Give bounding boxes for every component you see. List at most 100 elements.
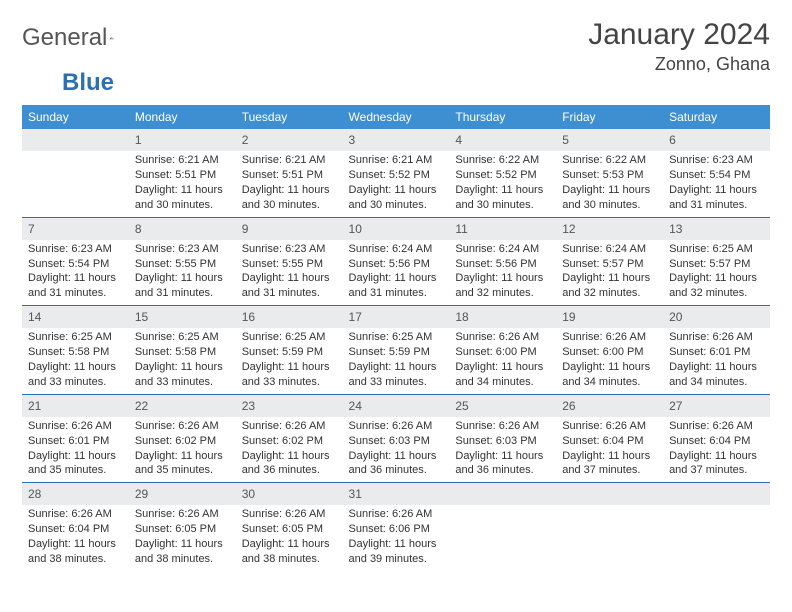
calendar-day-cell: 22Sunrise: 6:26 AMSunset: 6:02 PMDayligh… [129,394,236,483]
calendar-day-cell: 3Sunrise: 6:21 AMSunset: 5:52 PMDaylight… [343,129,450,217]
calendar-day-cell: 9Sunrise: 6:23 AMSunset: 5:55 PMDaylight… [236,217,343,306]
month-title: January 2024 [588,18,770,52]
brand-logo: General [22,18,137,52]
calendar-day-cell: 5Sunrise: 6:22 AMSunset: 5:53 PMDaylight… [556,129,663,217]
day-number: 2 [236,129,343,151]
calendar-empty-cell [449,483,556,571]
weekday-header: Saturday [663,105,770,129]
day-detail: Sunrise: 6:23 AMSunset: 5:55 PMDaylight:… [129,240,236,305]
day-detail: Sunrise: 6:24 AMSunset: 5:56 PMDaylight:… [343,240,450,305]
day-detail: Sunrise: 6:26 AMSunset: 6:06 PMDaylight:… [343,505,450,570]
calendar-day-cell: 19Sunrise: 6:26 AMSunset: 6:00 PMDayligh… [556,306,663,395]
calendar-day-cell: 12Sunrise: 6:24 AMSunset: 5:57 PMDayligh… [556,217,663,306]
calendar-page: General January 2024 Zonno, Ghana Blue S… [0,0,792,612]
calendar-day-cell: 13Sunrise: 6:25 AMSunset: 5:57 PMDayligh… [663,217,770,306]
calendar-day-cell: 26Sunrise: 6:26 AMSunset: 6:04 PMDayligh… [556,394,663,483]
day-number: 8 [129,218,236,240]
day-number: 30 [236,483,343,505]
calendar-day-cell: 29Sunrise: 6:26 AMSunset: 6:05 PMDayligh… [129,483,236,571]
calendar-body: 1Sunrise: 6:21 AMSunset: 5:51 PMDaylight… [22,129,770,571]
day-number: 27 [663,395,770,417]
calendar-week-row: 14Sunrise: 6:25 AMSunset: 5:58 PMDayligh… [22,306,770,395]
calendar-day-cell: 6Sunrise: 6:23 AMSunset: 5:54 PMDaylight… [663,129,770,217]
day-number: 12 [556,218,663,240]
day-number: 1 [129,129,236,151]
day-detail: Sunrise: 6:26 AMSunset: 6:01 PMDaylight:… [663,328,770,393]
day-detail: Sunrise: 6:26 AMSunset: 6:04 PMDaylight:… [663,417,770,482]
day-number: 10 [343,218,450,240]
day-number: 20 [663,306,770,328]
calendar-empty-cell [556,483,663,571]
day-detail: Sunrise: 6:21 AMSunset: 5:51 PMDaylight:… [236,151,343,216]
weekday-header: Thursday [449,105,556,129]
calendar-day-cell: 28Sunrise: 6:26 AMSunset: 6:04 PMDayligh… [22,483,129,571]
day-detail: Sunrise: 6:24 AMSunset: 5:57 PMDaylight:… [556,240,663,305]
day-number: 19 [556,306,663,328]
day-number: 3 [343,129,450,151]
weekday-header: Friday [556,105,663,129]
day-detail: Sunrise: 6:22 AMSunset: 5:53 PMDaylight:… [556,151,663,216]
weekday-header: Monday [129,105,236,129]
day-detail: Sunrise: 6:25 AMSunset: 5:58 PMDaylight:… [129,328,236,393]
calendar-day-cell: 16Sunrise: 6:25 AMSunset: 5:59 PMDayligh… [236,306,343,395]
day-detail: Sunrise: 6:22 AMSunset: 5:52 PMDaylight:… [449,151,556,216]
day-detail: Sunrise: 6:26 AMSunset: 6:01 PMDaylight:… [22,417,129,482]
day-detail: Sunrise: 6:25 AMSunset: 5:57 PMDaylight:… [663,240,770,305]
calendar-day-cell: 14Sunrise: 6:25 AMSunset: 5:58 PMDayligh… [22,306,129,395]
day-number: 21 [22,395,129,417]
day-detail: Sunrise: 6:26 AMSunset: 6:02 PMDaylight:… [236,417,343,482]
calendar-day-cell: 8Sunrise: 6:23 AMSunset: 5:55 PMDaylight… [129,217,236,306]
calendar-day-cell: 31Sunrise: 6:26 AMSunset: 6:06 PMDayligh… [343,483,450,571]
calendar-day-cell: 24Sunrise: 6:26 AMSunset: 6:03 PMDayligh… [343,394,450,483]
calendar-day-cell: 21Sunrise: 6:26 AMSunset: 6:01 PMDayligh… [22,394,129,483]
calendar-empty-cell [22,129,129,217]
day-number: 22 [129,395,236,417]
day-number: 26 [556,395,663,417]
day-detail: Sunrise: 6:23 AMSunset: 5:54 PMDaylight:… [22,240,129,305]
calendar-day-cell: 2Sunrise: 6:21 AMSunset: 5:51 PMDaylight… [236,129,343,217]
calendar-day-cell: 25Sunrise: 6:26 AMSunset: 6:03 PMDayligh… [449,394,556,483]
calendar-header-row: SundayMondayTuesdayWednesdayThursdayFrid… [22,105,770,129]
day-detail: Sunrise: 6:26 AMSunset: 6:03 PMDaylight:… [343,417,450,482]
day-number: 4 [449,129,556,151]
day-detail: Sunrise: 6:21 AMSunset: 5:51 PMDaylight:… [129,151,236,216]
day-detail: Sunrise: 6:26 AMSunset: 6:04 PMDaylight:… [22,505,129,570]
day-number: 7 [22,218,129,240]
brand-sail-icon [109,29,114,47]
calendar-day-cell: 15Sunrise: 6:25 AMSunset: 5:58 PMDayligh… [129,306,236,395]
calendar-day-cell: 7Sunrise: 6:23 AMSunset: 5:54 PMDaylight… [22,217,129,306]
title-block: January 2024 Zonno, Ghana [588,18,770,75]
day-detail: Sunrise: 6:23 AMSunset: 5:54 PMDaylight:… [663,151,770,216]
day-number: 17 [343,306,450,328]
calendar-day-cell: 4Sunrise: 6:22 AMSunset: 5:52 PMDaylight… [449,129,556,217]
day-detail: Sunrise: 6:26 AMSunset: 6:03 PMDaylight:… [449,417,556,482]
calendar-day-cell: 30Sunrise: 6:26 AMSunset: 6:05 PMDayligh… [236,483,343,571]
calendar-day-cell: 27Sunrise: 6:26 AMSunset: 6:04 PMDayligh… [663,394,770,483]
day-detail: Sunrise: 6:26 AMSunset: 6:05 PMDaylight:… [236,505,343,570]
calendar-day-cell: 18Sunrise: 6:26 AMSunset: 6:00 PMDayligh… [449,306,556,395]
day-number: 13 [663,218,770,240]
calendar-week-row: 1Sunrise: 6:21 AMSunset: 5:51 PMDaylight… [22,129,770,217]
day-number: 11 [449,218,556,240]
weekday-header: Sunday [22,105,129,129]
brand-text-2: Blue [62,69,114,97]
day-detail: Sunrise: 6:25 AMSunset: 5:59 PMDaylight:… [343,328,450,393]
location-subtitle: Zonno, Ghana [588,54,770,75]
calendar-day-cell: 10Sunrise: 6:24 AMSunset: 5:56 PMDayligh… [343,217,450,306]
calendar-day-cell: 20Sunrise: 6:26 AMSunset: 6:01 PMDayligh… [663,306,770,395]
calendar-day-cell: 17Sunrise: 6:25 AMSunset: 5:59 PMDayligh… [343,306,450,395]
day-number: 28 [22,483,129,505]
day-detail: Sunrise: 6:26 AMSunset: 6:05 PMDaylight:… [129,505,236,570]
day-number: 24 [343,395,450,417]
day-number: 15 [129,306,236,328]
calendar-week-row: 7Sunrise: 6:23 AMSunset: 5:54 PMDaylight… [22,217,770,306]
calendar-day-cell: 23Sunrise: 6:26 AMSunset: 6:02 PMDayligh… [236,394,343,483]
day-detail: Sunrise: 6:25 AMSunset: 5:59 PMDaylight:… [236,328,343,393]
day-detail: Sunrise: 6:21 AMSunset: 5:52 PMDaylight:… [343,151,450,216]
day-number: 6 [663,129,770,151]
day-number: 5 [556,129,663,151]
day-number: 31 [343,483,450,505]
day-detail: Sunrise: 6:25 AMSunset: 5:58 PMDaylight:… [22,328,129,393]
day-detail: Sunrise: 6:24 AMSunset: 5:56 PMDaylight:… [449,240,556,305]
calendar-week-row: 28Sunrise: 6:26 AMSunset: 6:04 PMDayligh… [22,483,770,571]
